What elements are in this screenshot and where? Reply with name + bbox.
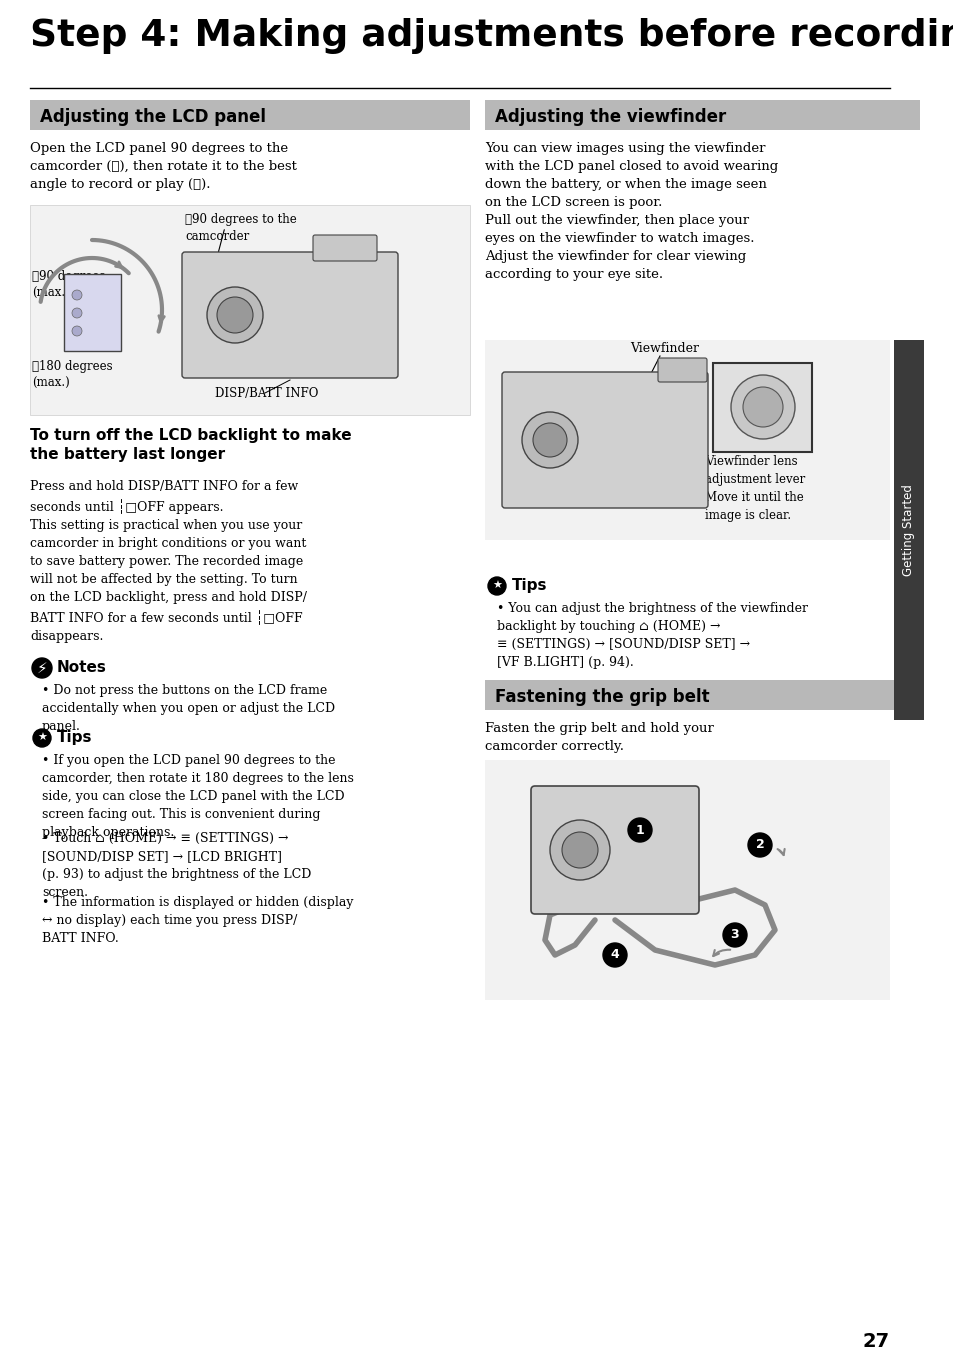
Text: ①90 degrees to the
camcorder: ①90 degrees to the camcorder [185, 213, 296, 243]
Text: Viewfinder: Viewfinder [629, 342, 699, 356]
Circle shape [627, 818, 651, 841]
Text: Tips: Tips [512, 578, 547, 593]
Text: • The information is displayed or hidden (display
↔ no display) each time you pr: • The information is displayed or hidden… [42, 896, 354, 944]
FancyBboxPatch shape [658, 358, 706, 383]
Text: • Touch ⌂ (HOME) → ≡ (SETTINGS) →
[SOUND/DISP SET] → [LCD BRIGHT]
(p. 93) to adj: • Touch ⌂ (HOME) → ≡ (SETTINGS) → [SOUND… [42, 832, 311, 898]
FancyBboxPatch shape [313, 235, 376, 261]
Text: • You can adjust the brightness of the viewfinder
backlight by touching ⌂ (HOME): • You can adjust the brightness of the v… [497, 603, 807, 669]
Text: • If you open the LCD panel 90 degrees to the
camcorder, then rotate it 180 degr: • If you open the LCD panel 90 degrees t… [42, 754, 354, 839]
Text: 3: 3 [730, 928, 739, 942]
Circle shape [216, 297, 253, 332]
Circle shape [488, 577, 505, 594]
Text: ②90 degrees
(max.): ②90 degrees (max.) [32, 270, 105, 300]
Bar [484, 680, 919, 710]
Circle shape [722, 923, 746, 947]
Text: 27: 27 [862, 1333, 889, 1352]
FancyBboxPatch shape [182, 252, 397, 379]
Circle shape [71, 308, 82, 318]
Circle shape [207, 286, 263, 343]
FancyBboxPatch shape [501, 372, 707, 508]
Circle shape [521, 413, 578, 468]
Text: Fasten the grip belt and hold your
camcorder correctly.: Fasten the grip belt and hold your camco… [484, 722, 713, 753]
Text: Adjusting the viewfinder: Adjusting the viewfinder [495, 107, 725, 126]
Text: Step 4: Making adjustments before recording: Step 4: Making adjustments before record… [30, 18, 953, 54]
Text: 2: 2 [755, 839, 763, 851]
Text: Fastening the grip belt: Fastening the grip belt [495, 688, 709, 706]
FancyBboxPatch shape [64, 274, 121, 351]
FancyBboxPatch shape [531, 786, 699, 915]
Bar [484, 100, 919, 130]
Text: ★: ★ [492, 581, 501, 592]
Bar [893, 341, 923, 721]
Circle shape [33, 729, 51, 746]
Circle shape [32, 658, 52, 678]
Bar [30, 100, 470, 130]
Bar [30, 205, 470, 415]
Text: Viewfinder lens
adjustment lever
Move it until the
image is clear.: Viewfinder lens adjustment lever Move it… [704, 455, 804, 522]
FancyBboxPatch shape [712, 364, 811, 452]
Text: • Do not press the buttons on the LCD frame
accidentally when you open or adjust: • Do not press the buttons on the LCD fr… [42, 684, 335, 733]
Circle shape [71, 290, 82, 300]
Circle shape [561, 832, 598, 868]
Text: Press and hold DISP/BATT INFO for a few
seconds until ┆□OFF appears.
This settin: Press and hold DISP/BATT INFO for a few … [30, 480, 307, 643]
Text: To turn off the LCD backlight to make
the battery last longer: To turn off the LCD backlight to make th… [30, 427, 352, 463]
Text: ②180 degrees
(max.): ②180 degrees (max.) [32, 360, 112, 389]
Circle shape [747, 833, 771, 858]
Circle shape [550, 820, 609, 879]
Text: Adjusting the LCD panel: Adjusting the LCD panel [40, 107, 266, 126]
Text: DISP/BATT INFO: DISP/BATT INFO [214, 387, 318, 400]
Circle shape [533, 423, 566, 457]
Circle shape [71, 326, 82, 337]
Bar [484, 341, 889, 540]
Text: Open the LCD panel 90 degrees to the
camcorder (①), then rotate it to the best
a: Open the LCD panel 90 degrees to the cam… [30, 142, 296, 191]
Text: ★: ★ [37, 733, 47, 744]
Text: Tips: Tips [57, 730, 92, 745]
Text: ⚡: ⚡ [36, 661, 48, 676]
Text: Notes: Notes [57, 660, 107, 674]
Text: You can view images using the viewfinder
with the LCD panel closed to avoid wear: You can view images using the viewfinder… [484, 142, 778, 281]
Bar [484, 760, 889, 1000]
Text: 1: 1 [635, 824, 643, 836]
Circle shape [602, 943, 626, 968]
Circle shape [730, 375, 794, 440]
Text: 4: 4 [610, 949, 618, 962]
Text: Getting Started: Getting Started [902, 484, 915, 575]
Circle shape [742, 387, 782, 427]
